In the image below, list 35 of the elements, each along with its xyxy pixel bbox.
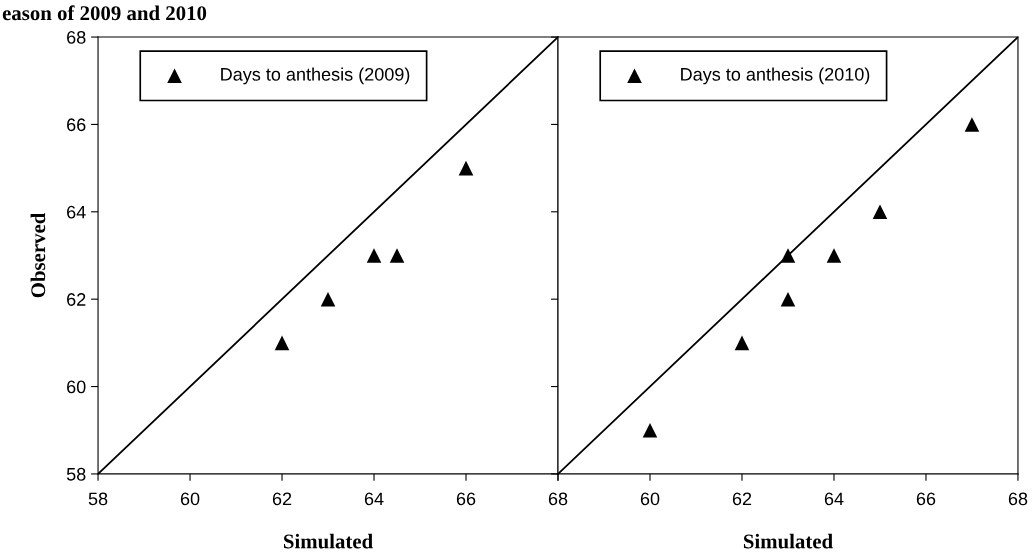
x-tick-label: 64 (824, 492, 844, 506)
point (389, 248, 405, 263)
point (872, 204, 888, 220)
x-tick-label: 58 (88, 492, 108, 506)
y-tick-label: 64 (67, 205, 86, 219)
x-axis-title: Simulated (283, 533, 373, 549)
point (366, 248, 382, 263)
point (320, 291, 336, 307)
y-axis-title: Observed (30, 212, 46, 298)
point (734, 335, 750, 351)
point (780, 291, 796, 307)
point (826, 248, 842, 263)
y-tick-label: 68 (67, 30, 86, 44)
x-tick-label: 60 (640, 492, 660, 506)
point (274, 335, 290, 351)
point (780, 248, 796, 263)
x-axis-title: Simulated (743, 533, 833, 549)
chart-title: eason of 2009 and 2010 (2, 5, 207, 21)
point (642, 422, 658, 438)
y-tick-label: 66 (67, 118, 86, 132)
x-tick-label: 66 (456, 492, 476, 506)
y-tick-label: 62 (67, 293, 86, 306)
y-tick-label: 60 (67, 380, 86, 394)
legend-label: Days to anthesis (2010) (681, 67, 870, 85)
x-tick-label: 66 (916, 492, 936, 506)
legend-label: Days to anthesis (2009) (221, 67, 410, 85)
x-tick-label: 62 (732, 492, 752, 506)
point (964, 117, 980, 132)
x-tick-label: 64 (364, 492, 384, 506)
point (458, 160, 474, 176)
y-tick-label: 58 (66, 467, 86, 481)
x-tick-label: 60 (180, 492, 200, 506)
x-tick-label: 68 (1008, 492, 1028, 506)
x-tick-label: 68 (548, 492, 568, 506)
x-tick-label: 62 (272, 492, 292, 506)
